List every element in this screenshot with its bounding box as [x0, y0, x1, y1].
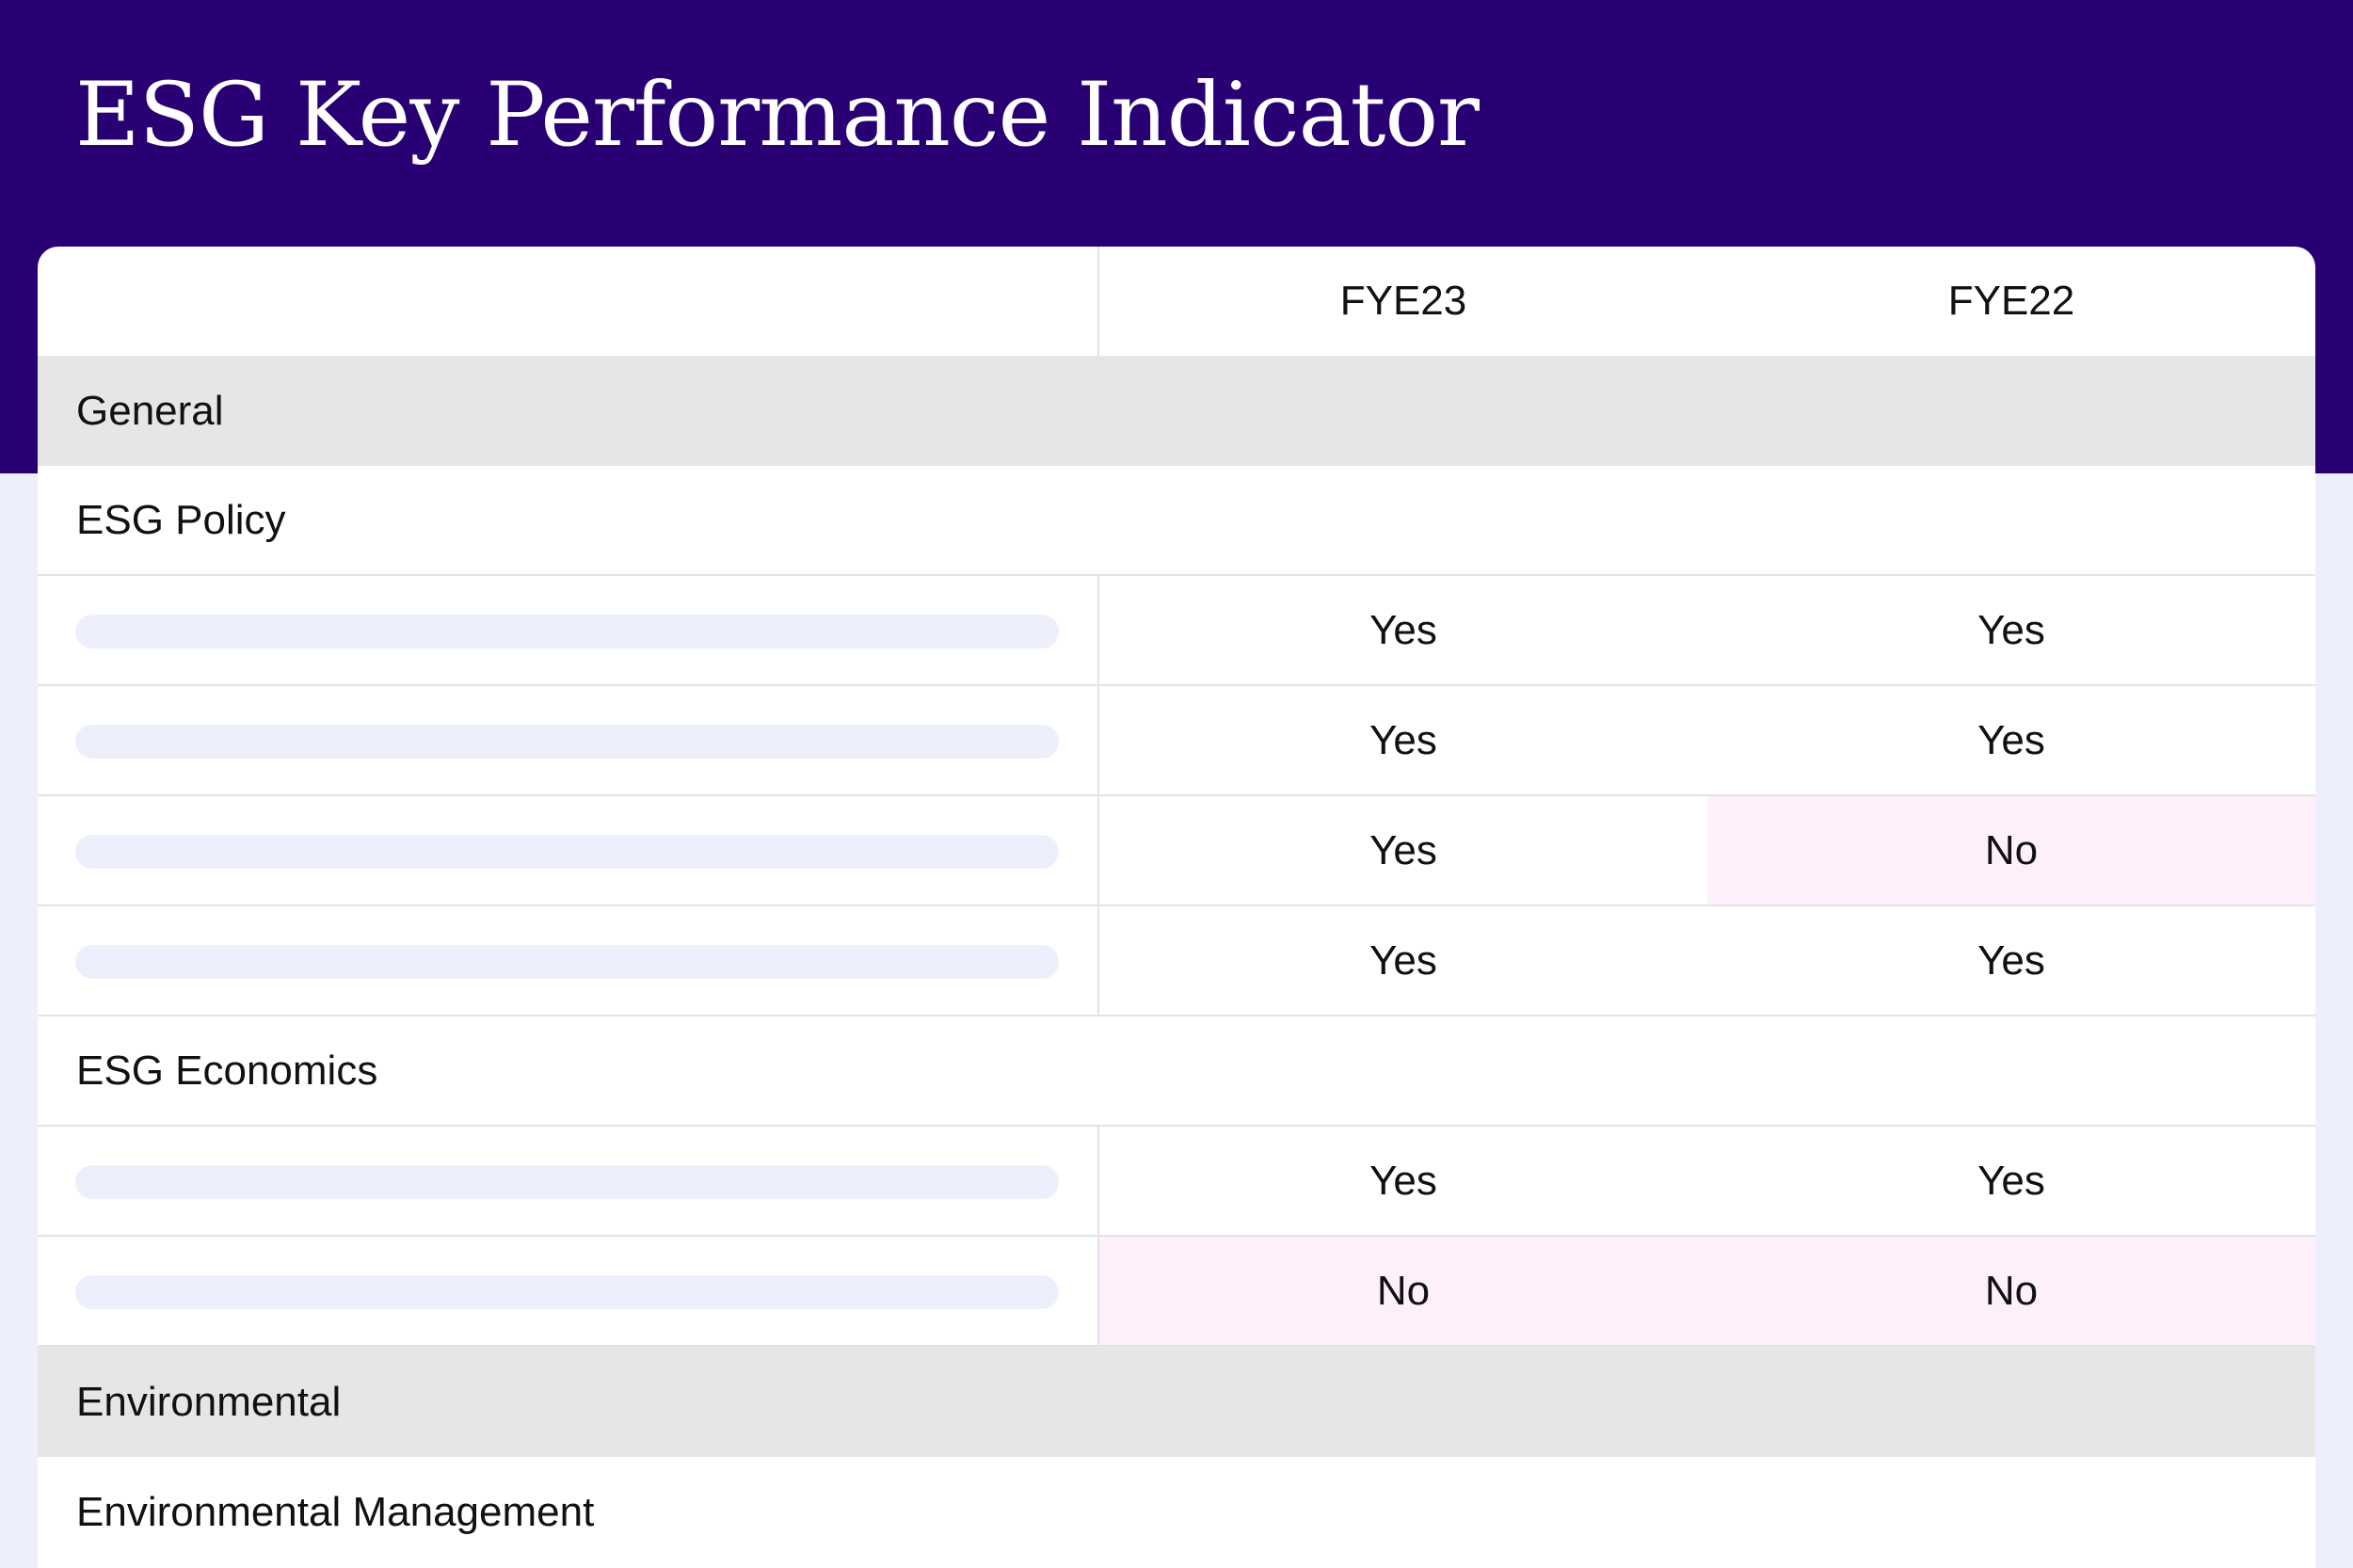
redacted-label-placeholder: [75, 1275, 1059, 1309]
redacted-label-placeholder: [75, 615, 1059, 648]
group-label: ESG Economics: [76, 1047, 378, 1094]
table-row: Yes No: [38, 796, 2315, 906]
table-row: Yes Yes: [38, 906, 2315, 1016]
section-label: General: [76, 387, 224, 434]
section-header-row: Environmental: [38, 1347, 2315, 1457]
section-header-row: General: [38, 356, 2315, 466]
row-label-cell: [38, 906, 1097, 1015]
table-row: No No: [38, 1237, 2315, 1347]
group-label: ESG Policy: [76, 496, 286, 543]
value-cell-fye23: Yes: [1097, 576, 1707, 684]
header-label-cell: [38, 247, 1097, 356]
value-cell-fye23: Yes: [1097, 796, 1707, 904]
value-cell-fye22: Yes: [1977, 606, 2045, 653]
table-row: Yes Yes: [38, 1127, 2315, 1237]
value-cell-fye23: Yes: [1097, 906, 1707, 1015]
row-label-cell: [38, 1237, 1097, 1345]
table-row: Yes Yes: [38, 576, 2315, 686]
redacted-label-placeholder: [75, 1165, 1059, 1199]
table-header-row: FYE23 FYE22: [38, 247, 2315, 356]
row-label-cell: [38, 686, 1097, 794]
column-header-fye23: FYE23: [1097, 247, 1707, 356]
column-header-fye22: FYE22: [1947, 278, 2075, 324]
kpi-table: FYE23 FYE22 General ESG Policy Yes Yes Yes Ye…: [38, 247, 2315, 1568]
row-label-cell: [38, 576, 1097, 684]
page-title: ESG Key Performance Indicator: [75, 64, 1480, 167]
redacted-label-placeholder: [75, 835, 1059, 869]
group-header-row: ESG Economics: [38, 1016, 2315, 1127]
section-label: Environmental: [76, 1378, 342, 1425]
value-cell-fye22: Yes: [1977, 716, 2045, 763]
value-cell-fye22: Yes: [1977, 936, 2045, 984]
table-row: Yes Yes: [38, 686, 2315, 796]
group-label: Environmental Management: [76, 1488, 595, 1535]
row-label-cell: [38, 796, 1097, 904]
value-cell-fye22: Yes: [1977, 1157, 2045, 1204]
value-cell-fye22: No: [1707, 1237, 2315, 1345]
group-header-row: Environmental Management: [38, 1457, 2315, 1567]
redacted-label-placeholder: [75, 945, 1059, 979]
value-cell-fye23: Yes: [1097, 1127, 1707, 1235]
table-body: General ESG Policy Yes Yes Yes Yes Yes No Yes Yes…: [38, 356, 2315, 1567]
group-header-row: ESG Policy: [38, 466, 2315, 576]
value-cell-fye23: No: [1097, 1237, 1707, 1345]
redacted-label-placeholder: [75, 725, 1059, 759]
value-cell-fye23: Yes: [1097, 686, 1707, 794]
value-cell-fye22: No: [1707, 796, 2315, 904]
row-label-cell: [38, 1127, 1097, 1235]
